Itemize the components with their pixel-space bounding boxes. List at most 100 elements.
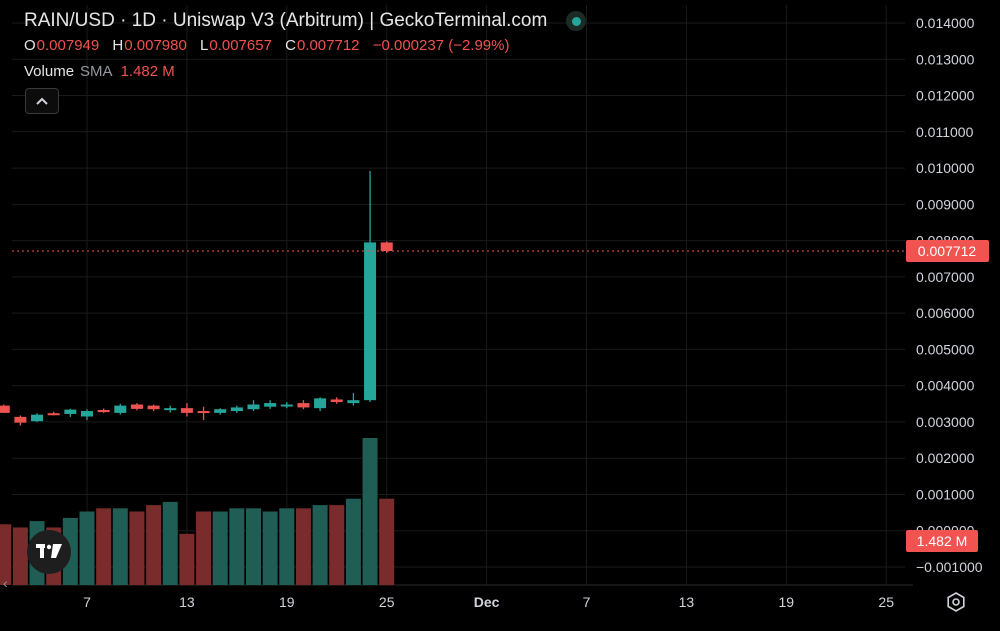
candle-body bbox=[164, 408, 177, 411]
candle[interactable] bbox=[14, 415, 27, 426]
x-tick-label: 19 bbox=[279, 594, 295, 610]
gear-icon[interactable] bbox=[945, 591, 967, 613]
chevron-up-icon bbox=[36, 97, 48, 105]
low-key: L bbox=[200, 37, 209, 54]
candle-body bbox=[330, 399, 343, 402]
candle-body bbox=[247, 404, 260, 410]
candle[interactable] bbox=[314, 397, 327, 412]
candle-body bbox=[380, 242, 393, 252]
y-tick-label: 0.001000 bbox=[916, 486, 975, 502]
candle[interactable] bbox=[180, 403, 193, 417]
y-tick-label: 0.007000 bbox=[916, 269, 975, 285]
y-tick-label: 0.013000 bbox=[916, 51, 975, 67]
candle-body bbox=[314, 398, 327, 409]
close-key: C bbox=[285, 37, 296, 54]
volume-bar bbox=[379, 498, 395, 585]
candle[interactable] bbox=[280, 401, 293, 409]
x-tick-label: 25 bbox=[878, 594, 894, 610]
candle[interactable] bbox=[31, 413, 44, 422]
candle[interactable] bbox=[380, 241, 393, 254]
volume-bar bbox=[312, 505, 328, 585]
volume-bar bbox=[246, 508, 261, 585]
volume-bar bbox=[345, 498, 361, 585]
candle[interactable] bbox=[330, 397, 343, 404]
collapse-legend-button[interactable] bbox=[25, 88, 59, 114]
candle[interactable] bbox=[214, 408, 227, 415]
volume-bar bbox=[112, 508, 128, 585]
volume-label: Volume bbox=[24, 63, 75, 80]
volume-bar bbox=[79, 511, 95, 585]
candle-body bbox=[64, 409, 77, 414]
scroll-left-icon[interactable]: ‹ bbox=[3, 575, 8, 591]
volume-bar bbox=[96, 508, 112, 585]
volume-bar bbox=[295, 508, 311, 585]
candle[interactable] bbox=[247, 400, 260, 412]
volume-bar bbox=[0, 524, 12, 585]
tradingview-logo-icon[interactable] bbox=[27, 530, 71, 574]
candle[interactable] bbox=[64, 408, 77, 417]
candle-body bbox=[114, 405, 127, 413]
candle[interactable] bbox=[364, 170, 377, 402]
volume-bar bbox=[12, 527, 28, 585]
candle[interactable] bbox=[197, 406, 210, 421]
candle[interactable] bbox=[230, 405, 243, 413]
candle-body bbox=[364, 242, 377, 401]
candle[interactable] bbox=[164, 405, 177, 413]
low-value: 0.007657 bbox=[209, 37, 272, 54]
candle[interactable] bbox=[147, 404, 160, 412]
candle[interactable] bbox=[264, 400, 277, 409]
candle-body bbox=[97, 409, 110, 413]
volume-sma-value: 1.482 M bbox=[120, 63, 175, 80]
volume-bar bbox=[129, 511, 145, 585]
sma-label: SMA bbox=[80, 63, 113, 80]
candle-body bbox=[264, 403, 277, 407]
volume-bar bbox=[162, 501, 178, 585]
candle[interactable] bbox=[0, 404, 10, 413]
y-tick-label: 0.002000 bbox=[916, 450, 975, 466]
volume-badge-text: 1.482 M bbox=[917, 533, 968, 549]
close-value: 0.007712 bbox=[296, 37, 360, 54]
y-tick-label: 0.004000 bbox=[916, 378, 975, 394]
x-tick-label: 7 bbox=[83, 594, 91, 610]
chart-title: RAIN/USD · 1D · Uniswap V3 (Arbitrum) | … bbox=[24, 10, 548, 31]
candle[interactable] bbox=[297, 400, 310, 410]
volume-legend: Volume SMA 1.482 M bbox=[24, 63, 175, 80]
x-tick-label: Dec bbox=[474, 594, 500, 610]
volume-bar bbox=[212, 511, 228, 585]
y-tick-label: 0.005000 bbox=[916, 341, 975, 357]
candle[interactable] bbox=[347, 392, 360, 406]
change-value: −0.000237 (−2.99%) bbox=[372, 37, 510, 54]
y-tick-label: 0.012000 bbox=[916, 88, 975, 104]
volume-badge: 1.482 M bbox=[906, 530, 978, 552]
candle-body bbox=[230, 407, 243, 412]
y-tick-label: 0.010000 bbox=[916, 160, 975, 176]
candle[interactable] bbox=[81, 409, 93, 421]
last-price-badge-text: 0.007712 bbox=[918, 243, 977, 259]
candle-body bbox=[14, 416, 27, 423]
open-key: O bbox=[24, 37, 36, 54]
y-tick-label: 0.006000 bbox=[916, 305, 975, 321]
candle[interactable] bbox=[47, 411, 60, 416]
x-tick-label: 13 bbox=[679, 594, 695, 610]
y-tick-label: 0.014000 bbox=[916, 15, 975, 31]
volume-bar bbox=[362, 438, 378, 585]
candle-body bbox=[347, 400, 360, 404]
volume-bar bbox=[262, 511, 278, 585]
volume-bar bbox=[146, 505, 162, 585]
candle-body bbox=[147, 405, 160, 410]
candle-body bbox=[130, 404, 143, 409]
volume-bar bbox=[179, 533, 195, 585]
open-value: 0.007949 bbox=[36, 37, 100, 54]
candle[interactable] bbox=[114, 403, 127, 415]
candle-body bbox=[81, 411, 93, 417]
x-tick-label: 13 bbox=[179, 594, 195, 610]
candle-body bbox=[197, 411, 210, 414]
y-tick-label: −0.001000 bbox=[916, 559, 983, 575]
y-tick-label: 0.011000 bbox=[916, 124, 974, 140]
candle[interactable] bbox=[130, 403, 143, 411]
candle-body bbox=[47, 413, 60, 416]
candle[interactable] bbox=[97, 408, 110, 413]
ohlc-readout: O0.007949 H0.007980 L0.007657 C0.007712 … bbox=[24, 37, 518, 54]
candle-body bbox=[280, 404, 293, 407]
